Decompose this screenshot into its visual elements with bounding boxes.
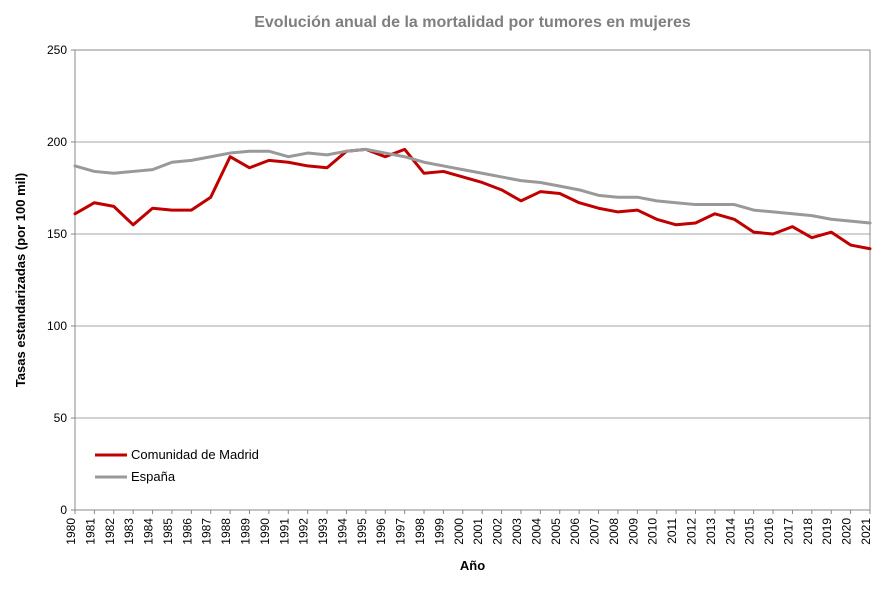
x-tick-label: 1993	[316, 518, 330, 545]
x-tick-label: 1982	[103, 518, 117, 545]
x-tick-label: 1984	[142, 518, 156, 545]
x-tick-label: 1988	[219, 518, 233, 545]
x-tick-label: 1980	[64, 518, 78, 545]
x-axis-label: Año	[460, 558, 485, 573]
x-tick-label: 2006	[568, 518, 582, 545]
x-tick-label: 1987	[200, 518, 214, 545]
x-tick-label: 2010	[646, 518, 660, 545]
x-tick-label: 1998	[413, 518, 427, 545]
y-tick-label: 150	[47, 227, 67, 241]
x-tick-label: 1997	[394, 518, 408, 545]
x-tick-label: 2001	[471, 518, 485, 545]
y-tick-label: 100	[47, 319, 67, 333]
x-tick-label: 1991	[277, 518, 291, 545]
x-tick-label: 2007	[588, 518, 602, 545]
x-tick-label: 2004	[529, 518, 543, 545]
x-tick-label: 2012	[684, 518, 698, 545]
x-tick-label: 1981	[83, 518, 97, 545]
x-tick-label: 2019	[820, 518, 834, 545]
x-tick-label: 2011	[665, 518, 679, 544]
x-tick-label: 1996	[374, 518, 388, 545]
x-tick-label: 2020	[840, 518, 854, 545]
x-tick-label: 2014	[723, 518, 737, 545]
x-tick-label: 2008	[607, 518, 621, 545]
x-tick-label: 1990	[258, 518, 272, 545]
y-tick-label: 200	[47, 135, 67, 149]
x-tick-label: 2009	[626, 518, 640, 545]
legend-label: España	[131, 469, 176, 484]
x-tick-label: 2017	[781, 518, 795, 545]
x-tick-label: 2016	[762, 518, 776, 545]
x-tick-label: 2013	[704, 518, 718, 545]
mortality-line-chart: Evolución anual de la mortalidad por tum…	[0, 0, 885, 601]
y-tick-label: 250	[47, 43, 67, 57]
legend-label: Comunidad de Madrid	[131, 447, 259, 462]
x-tick-label: 1983	[122, 518, 136, 545]
chart-title: Evolución anual de la mortalidad por tum…	[254, 14, 691, 31]
x-tick-label: 2005	[549, 518, 563, 545]
x-tick-label: 1986	[180, 518, 194, 545]
x-tick-label: 1992	[297, 518, 311, 545]
x-tick-label: 2002	[491, 518, 505, 545]
x-tick-label: 1994	[335, 518, 349, 545]
x-tick-label: 2003	[510, 518, 524, 545]
x-tick-label: 2018	[801, 518, 815, 545]
x-tick-label: 1999	[432, 518, 446, 545]
y-tick-label: 50	[54, 411, 68, 425]
x-tick-label: 1995	[355, 518, 369, 545]
x-tick-label: 2000	[452, 518, 466, 545]
y-axis-label: Tasas estandarizadas (por 100 mil)	[13, 173, 28, 387]
x-tick-label: 1985	[161, 518, 175, 545]
y-tick-label: 0	[60, 503, 67, 517]
x-tick-label: 2021	[859, 518, 873, 545]
x-tick-label: 2015	[743, 518, 757, 545]
x-tick-label: 1989	[239, 518, 253, 545]
